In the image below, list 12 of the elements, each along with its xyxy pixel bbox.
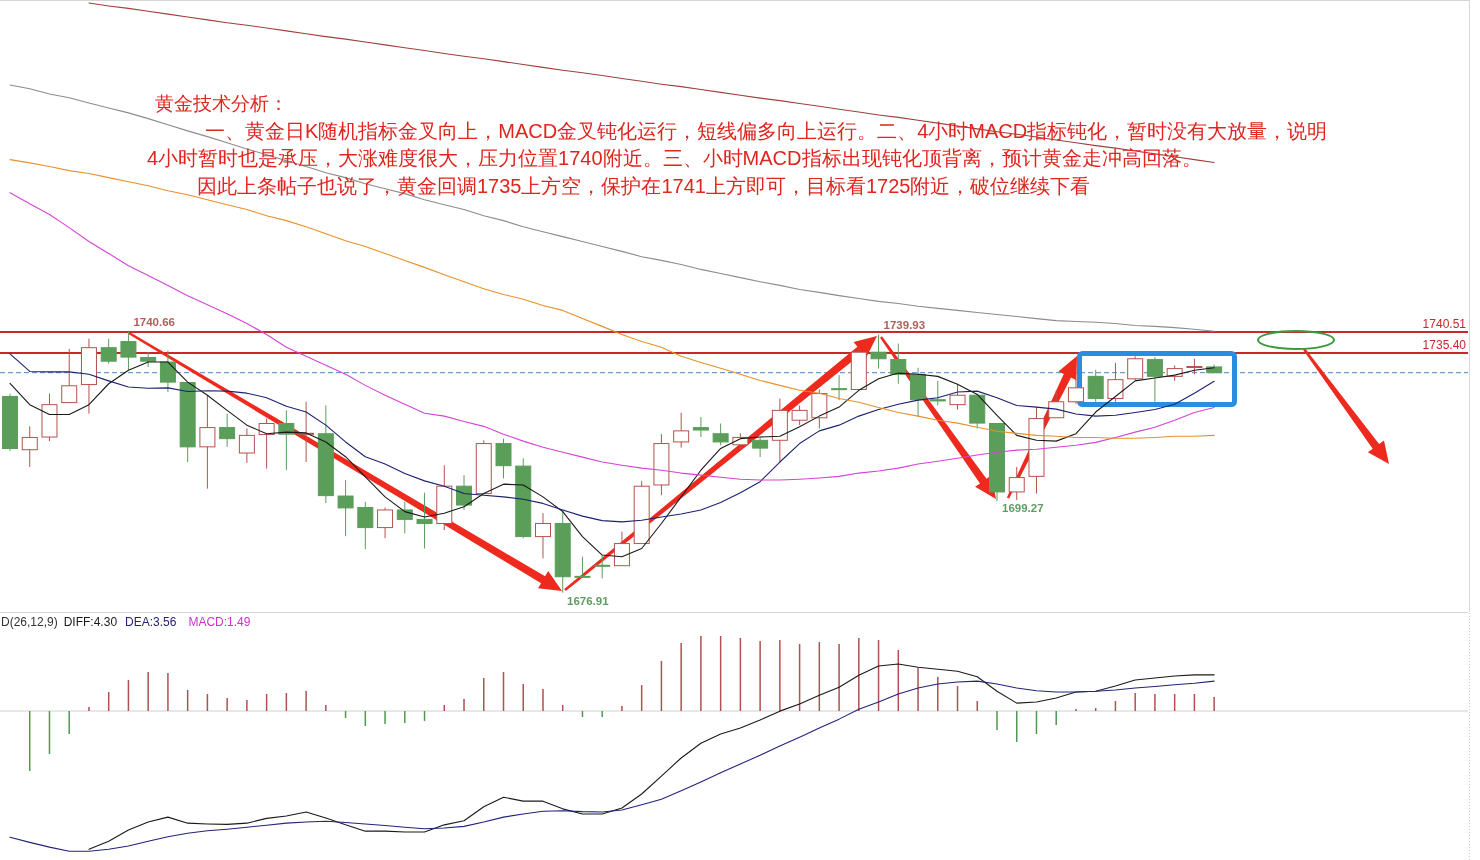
- text: DIFF:4.30: [63, 615, 118, 629]
- annotation: 因此上条帖子也说了，黄金回调1735上方空，保护在1741上方即可，目标看1725附近，破位继续下看: [197, 175, 1091, 197]
- text: MACD:1.49: [188, 615, 251, 629]
- annotation: 1676.91: [567, 595, 610, 607]
- ref-line-label: 1735.40: [1422, 338, 1467, 353]
- text: 黄金技术分析：: [155, 93, 288, 114]
- annotation: 1740.66: [133, 316, 176, 329]
- text: DEA:3.56: [125, 615, 177, 629]
- annotation: 1699.27: [1002, 502, 1044, 514]
- chart-title: D(26,12,9): [1, 615, 58, 629]
- ref-line-label: 1740.51: [1422, 317, 1467, 332]
- annotation: 1739.93: [883, 319, 926, 332]
